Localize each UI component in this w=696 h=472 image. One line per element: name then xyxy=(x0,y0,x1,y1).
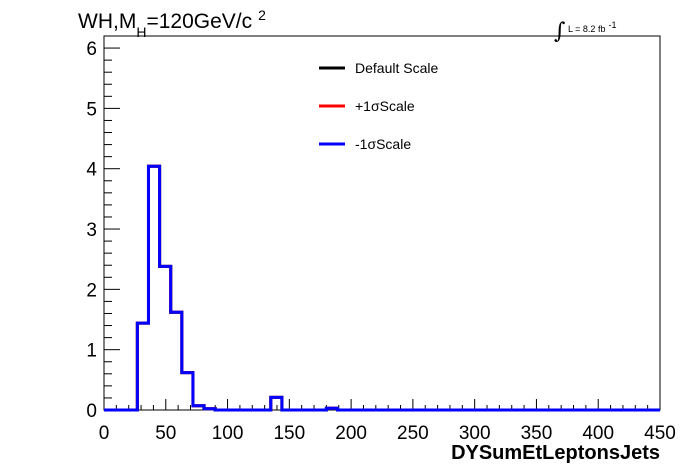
x-tick-label: 150 xyxy=(273,423,305,444)
luminosity-text: L = 8.2 fb xyxy=(568,24,605,34)
title-superscript: 2 xyxy=(258,7,266,23)
legend: Default Scale +1σScale -1σScale xyxy=(319,60,438,152)
integral-symbol: ∫ xyxy=(554,19,566,44)
y-tick-label: 4 xyxy=(86,160,97,181)
x-tick-label: 50 xyxy=(155,423,176,444)
x-tick-label: 250 xyxy=(397,423,429,444)
x-tick-label: 200 xyxy=(335,423,367,444)
luminosity-label: L = 8.2 fb -1 xyxy=(568,20,616,34)
x-tick-label: 0 xyxy=(99,423,110,444)
title-value: =120GeV/c xyxy=(146,10,252,33)
legend-entry: Default Scale xyxy=(355,60,438,76)
series-line xyxy=(104,164,660,412)
x-tick-label: 100 xyxy=(212,423,244,444)
legend-entry: +1σScale xyxy=(355,98,415,114)
x-tick-label: 350 xyxy=(521,423,553,444)
x-axis: 0 50 100 150 200 250 300 350 400 450 xyxy=(99,399,676,444)
title-subscript: H xyxy=(136,24,146,40)
plot-frame xyxy=(103,35,661,411)
y-tick-label: 0 xyxy=(86,401,97,422)
x-tick-label: 400 xyxy=(582,423,614,444)
y-tick-label: 1 xyxy=(86,341,97,362)
y-axis: 0 1 2 3 4 5 6 xyxy=(86,35,120,422)
chart-title: WH,MH=120GeV/c 2 xyxy=(78,7,266,40)
x-tick-label: 450 xyxy=(644,423,676,444)
y-tick-label: 2 xyxy=(86,280,97,301)
y-tick-label: 6 xyxy=(86,39,97,60)
x-tick-label: 300 xyxy=(459,423,491,444)
luminosity-superscript: -1 xyxy=(608,20,616,30)
x-axis-label: DYSumEtLeptonsJets xyxy=(451,442,660,464)
title-main: WH,M xyxy=(78,10,136,33)
series-layer xyxy=(104,164,660,412)
y-tick-label: 3 xyxy=(86,220,97,241)
legend-entry: -1σScale xyxy=(355,136,411,152)
y-tick-label: 5 xyxy=(86,99,97,120)
